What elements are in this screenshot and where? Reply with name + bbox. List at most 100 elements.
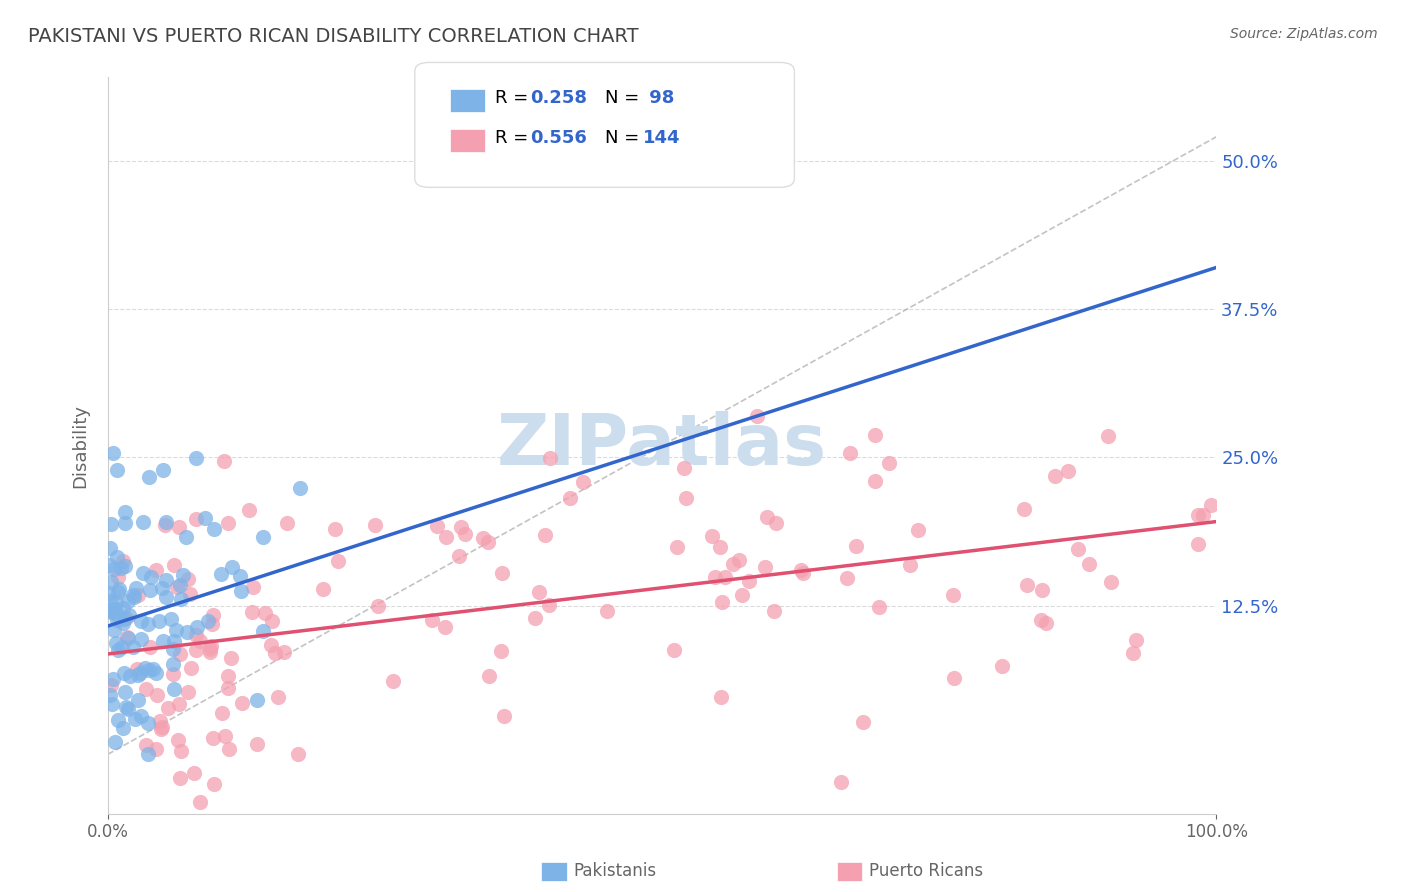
- Point: [100, 605, 122, 619]
- Point: [863, 428, 886, 442]
- Point: [835, 571, 858, 585]
- Point: [153, 518, 176, 533]
- Point: [789, 563, 811, 577]
- Point: [221, 560, 243, 574]
- Point: [155, 573, 177, 587]
- Point: [731, 588, 754, 602]
- Point: [177, 685, 200, 699]
- Point: [852, 714, 875, 729]
- Point: [117, 702, 139, 716]
- Point: [104, 636, 127, 650]
- Point: [246, 692, 269, 706]
- Point: [129, 666, 152, 681]
- Point: [723, 557, 745, 571]
- Point: [127, 588, 149, 602]
- Point: [125, 581, 148, 595]
- Point: [1199, 498, 1222, 512]
- Point: [124, 712, 146, 726]
- Point: [112, 616, 135, 631]
- Point: [202, 777, 225, 791]
- Point: [152, 634, 174, 648]
- Point: [754, 560, 776, 574]
- Point: [183, 766, 205, 780]
- Point: [231, 584, 253, 599]
- Text: 144: 144: [643, 129, 681, 147]
- Point: [105, 550, 128, 565]
- Point: [162, 666, 184, 681]
- Point: [714, 570, 737, 584]
- Point: [97, 558, 120, 572]
- Text: 0.556: 0.556: [530, 129, 586, 147]
- Point: [434, 620, 457, 634]
- Point: [129, 632, 152, 646]
- Point: [252, 624, 274, 638]
- Point: [245, 737, 267, 751]
- Point: [150, 581, 173, 595]
- Point: [186, 628, 208, 642]
- Point: [112, 612, 135, 626]
- Point: [231, 697, 253, 711]
- Point: [107, 713, 129, 727]
- Point: [662, 642, 685, 657]
- Point: [240, 605, 263, 619]
- Point: [129, 614, 152, 628]
- Point: [1078, 558, 1101, 572]
- Point: [180, 660, 202, 674]
- Point: [118, 607, 141, 622]
- Point: [1122, 646, 1144, 660]
- Point: [727, 553, 749, 567]
- Point: [114, 685, 136, 699]
- Point: [665, 540, 688, 554]
- Point: [673, 460, 696, 475]
- Point: [115, 630, 138, 644]
- Point: [194, 511, 217, 525]
- Point: [186, 620, 208, 634]
- Point: [112, 666, 135, 681]
- Point: [434, 530, 457, 544]
- Point: [534, 528, 557, 542]
- Point: [202, 522, 225, 536]
- Point: [100, 603, 122, 617]
- Point: [127, 668, 149, 682]
- Point: [100, 678, 122, 692]
- Point: [138, 747, 160, 761]
- Point: [1015, 578, 1038, 592]
- Point: [98, 541, 121, 556]
- Point: [538, 450, 561, 465]
- Point: [112, 721, 135, 735]
- Point: [253, 607, 276, 621]
- Point: [217, 669, 239, 683]
- Point: [538, 599, 561, 613]
- Point: [114, 700, 136, 714]
- Point: [103, 562, 125, 576]
- Point: [197, 614, 219, 628]
- Point: [97, 586, 120, 600]
- Point: [1125, 633, 1147, 648]
- Point: [1029, 613, 1052, 627]
- Point: [312, 582, 335, 596]
- Point: [169, 772, 191, 786]
- Text: Puerto Ricans: Puerto Ricans: [869, 863, 983, 880]
- Point: [186, 450, 208, 465]
- Point: [266, 690, 288, 704]
- Point: [145, 741, 167, 756]
- Point: [1043, 469, 1066, 483]
- Point: [898, 558, 921, 573]
- Point: [177, 572, 200, 586]
- Point: [991, 658, 1014, 673]
- Point: [755, 510, 778, 524]
- Point: [738, 574, 761, 589]
- Point: [121, 588, 143, 602]
- Point: [212, 453, 235, 467]
- Point: [217, 681, 239, 696]
- Text: R =: R =: [495, 89, 534, 107]
- Point: [217, 516, 239, 530]
- Point: [129, 708, 152, 723]
- Point: [100, 575, 122, 590]
- Point: [202, 731, 225, 745]
- Point: [1012, 502, 1035, 516]
- Point: [132, 566, 155, 580]
- Point: [273, 645, 295, 659]
- Point: [103, 672, 125, 686]
- Point: [494, 709, 516, 723]
